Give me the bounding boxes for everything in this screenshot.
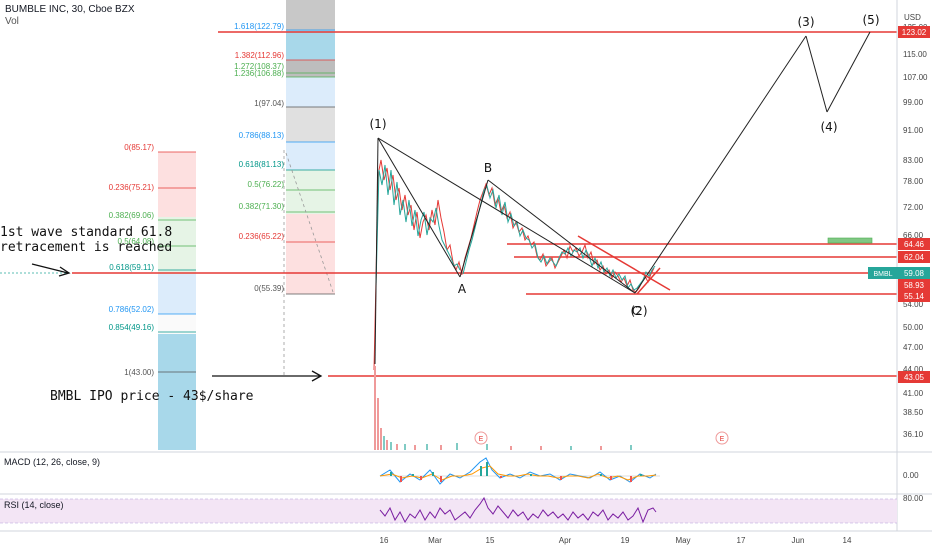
fib-mid-label: 1(97.04) <box>254 99 284 108</box>
fib-left-label: 0.382(69.06) <box>109 211 155 220</box>
retracement-note-line1[interactable]: 1st wave standard 61.8 <box>0 225 172 240</box>
time-axis[interactable]: 16 Mar 15 Apr 19 May 17 Jun 14 <box>380 536 852 545</box>
price-tick: 115.00 <box>903 50 927 59</box>
wave-b-label: B <box>484 161 492 175</box>
price-tick: 36.10 <box>903 430 924 439</box>
fib-mid-label: 1.236(106.88) <box>234 69 284 78</box>
price-tick: 107.00 <box>903 73 928 82</box>
price-tag-5514: 55.14 <box>904 292 925 301</box>
price-tick: 38.50 <box>903 408 924 417</box>
earnings-markers[interactable]: E E <box>474 431 729 445</box>
price-tick: 66.00 <box>903 231 924 240</box>
retracement-note-line2[interactable]: retracement is reached <box>0 240 172 255</box>
time-tick: May <box>675 536 690 545</box>
time-tick: 14 <box>843 536 852 545</box>
fib-mid-label: 0.786(88.13) <box>239 131 285 140</box>
trendlines <box>374 31 871 365</box>
fib-left-label: 0.786(52.02) <box>109 305 155 314</box>
fib-mid-zone <box>283 0 335 376</box>
time-tick: 15 <box>486 536 495 545</box>
price-tag-6204: 62.04 <box>904 253 925 262</box>
price-tag-123: 123.02 <box>902 28 927 37</box>
fib-mid-label: 0.382(71.30) <box>239 202 285 211</box>
fib-left-label: 0(85.17) <box>124 143 154 152</box>
price-tag-current: 59.08 <box>904 269 925 278</box>
fib-left-label: 0.618(59.11) <box>109 263 154 272</box>
fib-left-zone <box>158 151 196 450</box>
price-tick: 72.00 <box>903 203 924 212</box>
fib-mid-label: 1.618(122.79) <box>234 22 284 31</box>
fib-left-label: 1(43.00) <box>124 368 154 377</box>
usd-label: USD <box>904 13 921 22</box>
price-tick: 99.00 <box>903 98 924 107</box>
annotation-arrows <box>31 263 323 382</box>
fib-mid-label: 0.5(76.22) <box>248 180 285 189</box>
price-tick: 41.00 <box>903 389 924 398</box>
wave-c-label: C <box>632 304 640 318</box>
text-annotations[interactable]: 1st wave standard 61.8 retracement is re… <box>0 225 254 404</box>
volume-label[interactable]: Vol <box>5 16 19 27</box>
rsi-pane <box>0 496 897 524</box>
rsi-title[interactable]: RSI (14, close) <box>4 500 64 510</box>
wave-5-label: (5) <box>863 13 880 27</box>
price-axis[interactable]: USD 125.00 115.00 107.00 99.00 91.00 83.… <box>903 13 928 503</box>
bmbl-symbol-tag: BMBL <box>873 271 892 278</box>
wave-3-label: (3) <box>798 15 815 29</box>
fib-left-label: 0.236(75.21) <box>109 183 155 192</box>
price-tag-5893: 58.93 <box>904 281 925 290</box>
price-bars <box>373 159 656 371</box>
time-tick: 17 <box>737 536 746 545</box>
fib-mid-label: 0.618(81.13) <box>239 160 285 169</box>
chart-header: BUMBLE INC, 30, Cboe BZX Vol <box>5 4 135 28</box>
price-tick: 47.00 <box>903 343 924 352</box>
fib-mid-label: 1.272(108.37) <box>234 62 284 71</box>
wave-2-label: (2) <box>631 304 648 318</box>
wave-labels: (1) (2) (3) (4) (5) A B C <box>370 13 880 318</box>
volume-bars <box>374 366 632 450</box>
time-tick: 16 <box>380 536 389 545</box>
wave-1-label: (1) <box>370 117 387 131</box>
fib-mid-label: 1.382(112.96) <box>235 51 285 60</box>
price-tag-4305: 43.05 <box>904 373 925 382</box>
time-tick: Mar <box>428 536 442 545</box>
fib-mid-label: 0.236(65.22) <box>239 232 285 241</box>
macd-axis-tick: 0.00 <box>903 471 919 480</box>
fib-left-labels: 0(85.17) 0.236(75.21) 0.382(69.06) 0.5(6… <box>109 143 155 377</box>
horizontal-levels <box>0 31 897 377</box>
fib-mid-label: 0(55.39) <box>254 284 284 293</box>
price-tick: 50.00 <box>903 323 924 332</box>
price-tick: 83.00 <box>903 156 924 165</box>
earnings-e-icon[interactable]: E <box>479 436 484 443</box>
time-tick: 19 <box>621 536 630 545</box>
macd-pane <box>379 457 660 485</box>
time-tick: Jun <box>792 536 805 545</box>
fib-left-label: 0.854(49.16) <box>109 323 155 332</box>
target-box[interactable] <box>827 237 873 244</box>
price-tick: 54.00 <box>903 300 924 309</box>
fib-left-label: 0.5(64.08) <box>118 237 155 246</box>
price-tick: 78.00 <box>903 177 924 186</box>
symbol-title[interactable]: BUMBLE INC, 30, Cboe BZX <box>5 4 135 15</box>
macd-title[interactable]: MACD (12, 26, close, 9) <box>4 457 101 467</box>
ipo-price-note[interactable]: BMBL IPO price - 43$/share <box>50 389 254 404</box>
price-tick: 44.00 <box>903 365 924 374</box>
price-tick: 91.00 <box>903 126 924 135</box>
price-tag-6446: 64.46 <box>904 240 925 249</box>
wave-a-label: A <box>458 282 467 296</box>
rsi-axis-tick: 80.00 <box>903 494 924 503</box>
fib-mid-labels: 1.618(122.79) 1.382(112.96) 1.272(108.37… <box>234 22 284 293</box>
earnings-e-icon[interactable]: E <box>720 436 725 443</box>
time-tick: Apr <box>559 536 572 545</box>
price-tags[interactable]: 123.02 64.46 62.04 BMBL 59.08 58.93 55.1… <box>868 26 930 383</box>
wave-4-label: (4) <box>821 120 838 134</box>
